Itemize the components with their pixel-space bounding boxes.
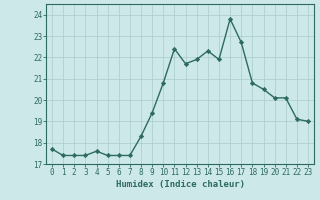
X-axis label: Humidex (Indice chaleur): Humidex (Indice chaleur): [116, 180, 244, 189]
